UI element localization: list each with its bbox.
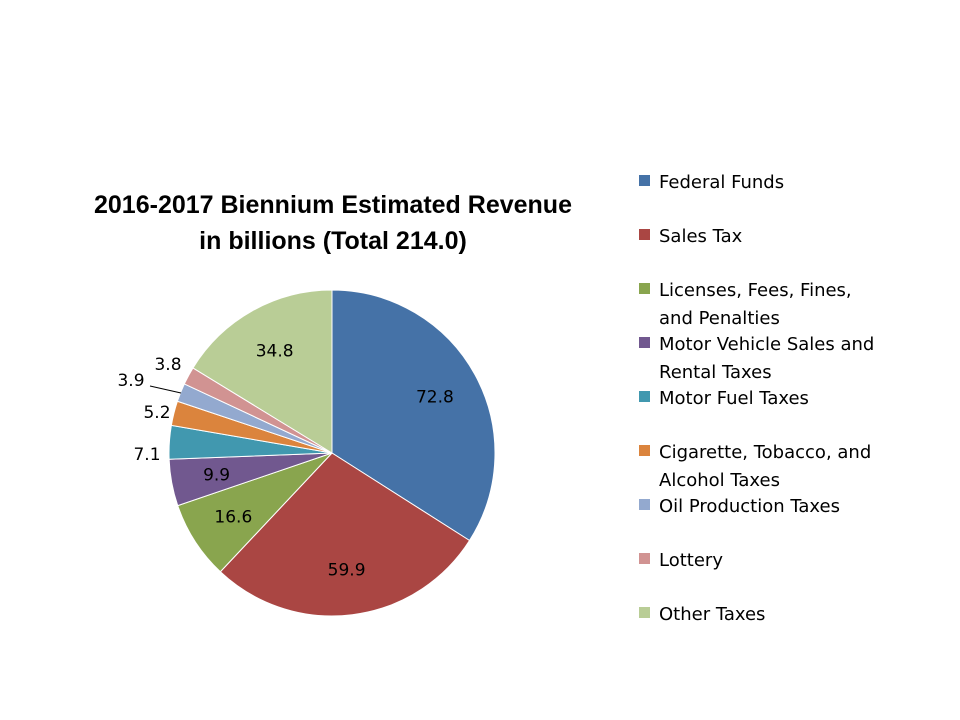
- legend-label: Other Taxes: [659, 604, 765, 625]
- legend: Federal Funds Sales Tax Licenses, Fees, Fi…: [639, 172, 874, 625]
- legend-label: Lottery: [659, 550, 723, 571]
- legend-label: Sales Tax: [659, 226, 743, 247]
- data-label: 3.9: [117, 371, 144, 391]
- legend-label: Cigarette, Tobacco, and: [659, 442, 871, 463]
- chart-title-line-2: in billions (Total 214.0): [199, 227, 467, 255]
- leader-line: [149, 385, 182, 394]
- pie-slice: [219, 452, 471, 617]
- legend-label: Federal Funds: [659, 172, 784, 193]
- legend-swatch: [639, 175, 650, 186]
- data-label: 59.9: [328, 560, 366, 580]
- data-label: 34.8: [256, 342, 294, 362]
- pie-slice: [192, 289, 333, 454]
- legend-swatch: [639, 337, 650, 348]
- pie-slice: [331, 289, 496, 542]
- data-label: 7.1: [133, 445, 160, 465]
- legend-label: Alcohol Taxes: [659, 470, 780, 491]
- data-label: 5.2: [143, 403, 170, 423]
- data-label: 3.8: [154, 355, 181, 375]
- legend-label: Rental Taxes: [659, 362, 772, 383]
- legend-swatch: [639, 229, 650, 240]
- data-label: 16.6: [214, 508, 252, 528]
- legend-label: Licenses, Fees, Fines,: [659, 280, 852, 301]
- legend-swatch: [639, 499, 650, 510]
- legend-swatch: [639, 283, 650, 294]
- chart-title-line-1: 2016-2017 Biennium Estimated Revenue: [94, 191, 572, 219]
- pie-slices: [168, 289, 496, 617]
- legend-label: Motor Fuel Taxes: [659, 388, 809, 409]
- legend-swatch: [639, 553, 650, 564]
- legend-swatch: [639, 391, 650, 402]
- data-label: 9.9: [203, 465, 230, 485]
- legend-label: Motor Vehicle Sales and: [659, 334, 874, 355]
- data-labels: 72.8 59.9 16.6 9.9 7.1 5.2 3.9 3.8 34.8: [117, 342, 453, 581]
- data-label: 72.8: [416, 388, 454, 408]
- legend-label: and Penalties: [659, 308, 780, 329]
- legend-swatch: [639, 607, 650, 618]
- legend-swatch: [639, 445, 650, 456]
- legend-label: Oil Production Taxes: [659, 496, 840, 517]
